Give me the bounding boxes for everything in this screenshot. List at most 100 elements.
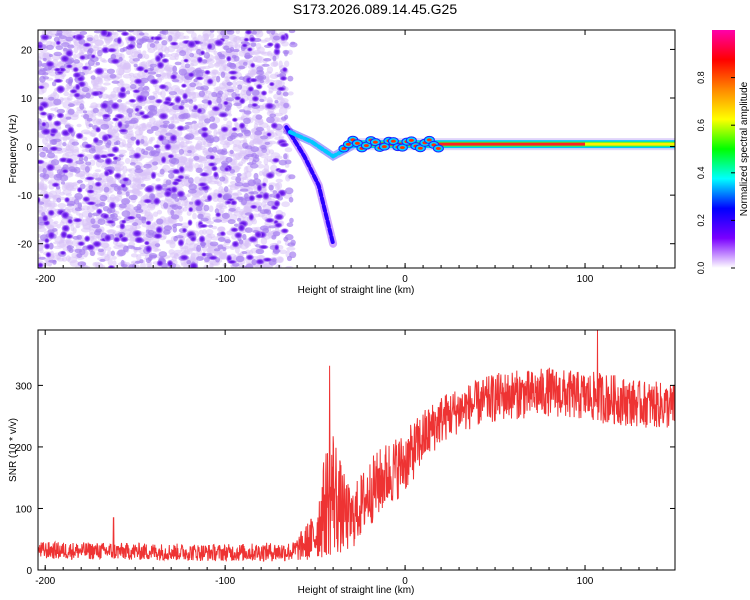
noise-blob [51,81,57,87]
noise-blob [223,186,229,193]
noise-blob-faint [270,61,279,68]
noise-blob [143,85,150,91]
noise-blob [48,96,55,101]
noise-blob-faint [205,233,213,242]
noise-blob-strong [154,54,162,63]
noise-blob [274,100,279,104]
noise-blob [71,141,79,146]
noise-blob [198,90,206,98]
noise-blob-faint [72,53,78,59]
noise-blob-faint [234,42,241,51]
noise-blob [167,124,175,130]
noise-blob [189,52,195,58]
noise-blob [255,127,265,132]
noise-blob-faint [275,178,283,183]
noise-blob-strong [153,144,161,149]
noise-blob-faint [224,41,231,45]
noise-blob [243,155,250,160]
noise-blob-faint [180,222,190,229]
noise-blob-strong [199,172,210,177]
noise-blob [177,205,183,210]
noise-blob [225,156,233,163]
noise-blob-strong [248,36,257,43]
noise-blob-strong [273,47,281,56]
noise-blob-strong [155,226,163,234]
noise-blob-strong [181,227,187,233]
noise-blob-faint [112,260,117,267]
noise-blob [85,92,91,99]
noise-blob-faint [130,60,138,65]
spectrogram-x-tick-label: 0 [402,274,408,285]
noise-blob-faint [118,68,125,76]
noise-blob [138,216,147,221]
spectrogram-x-axis: -200 -100 0 100 [35,30,676,285]
noise-blob-faint [275,264,282,268]
noise-blob-strong [103,170,110,177]
noise-blob [242,182,251,188]
noise-blob [220,150,228,156]
noise-blob-faint [161,44,168,52]
noise-blob-strong [153,35,163,41]
noise-blob-faint [52,254,61,260]
noise-blob [117,99,123,103]
noise-blob-strong [86,244,96,251]
noise-blob-strong [214,39,224,47]
noise-blob-strong [74,33,84,42]
noise-blob [99,258,106,262]
noise-blob [87,59,95,67]
noise-blob-faint [38,147,42,152]
noise-blob-strong [135,138,141,146]
noise-blob-strong [255,258,265,265]
snr-x-tick-label: -200 [35,576,55,587]
noise-blob-strong [206,78,214,85]
noise-blob-strong [43,242,51,250]
noise-blob-faint [176,136,184,141]
noise-blob [271,234,277,240]
noise-blob-faint [72,227,77,234]
noise-blob-strong [208,255,218,261]
noise-blob [154,243,161,248]
noise-blob [235,93,240,97]
noise-blob [149,66,155,72]
noise-blob-faint [122,165,128,174]
noise-blob-faint [49,30,57,36]
noise-blob-strong [112,156,119,161]
noise-blob [211,91,218,98]
noise-blob-strong [56,112,65,119]
noise-blob [255,114,263,120]
noise-blob [244,129,252,137]
noise-blob [95,177,103,181]
noise-blob-faint [213,192,218,199]
noise-blob-faint [266,125,271,131]
noise-blob [118,203,127,209]
noise-blob-strong [275,192,281,200]
noise-blob-faint [130,253,138,258]
noise-blob-faint [62,189,72,195]
noise-blob-faint [194,176,201,184]
noise-blob-strong [196,56,203,64]
noise-blob [186,259,192,265]
noise-blob-faint [187,91,196,95]
noise-blob-strong [145,220,152,226]
noise-blob [105,142,111,148]
noise-blob-strong [113,236,121,243]
noise-blob-faint [228,113,233,117]
noise-blob [205,137,215,144]
noise-blob-faint [154,130,161,137]
noise-blob-strong [67,126,75,134]
noise-blob [272,55,277,62]
noise-blob [254,130,263,136]
noise-blob-faint [105,121,114,125]
noise-blob-faint [170,52,180,57]
noise-blob [173,235,178,242]
noise-blob-strong [102,113,111,119]
noise-blob [255,248,265,255]
noise-blob-strong [45,163,56,172]
noise-blob [39,151,46,158]
noise-blob-strong [53,67,62,72]
noise-blob-strong [171,168,181,175]
noise-blob [109,73,117,79]
noise-blob [147,256,153,262]
noise-blob-faint [107,229,115,236]
noise-blob-strong [100,102,109,110]
